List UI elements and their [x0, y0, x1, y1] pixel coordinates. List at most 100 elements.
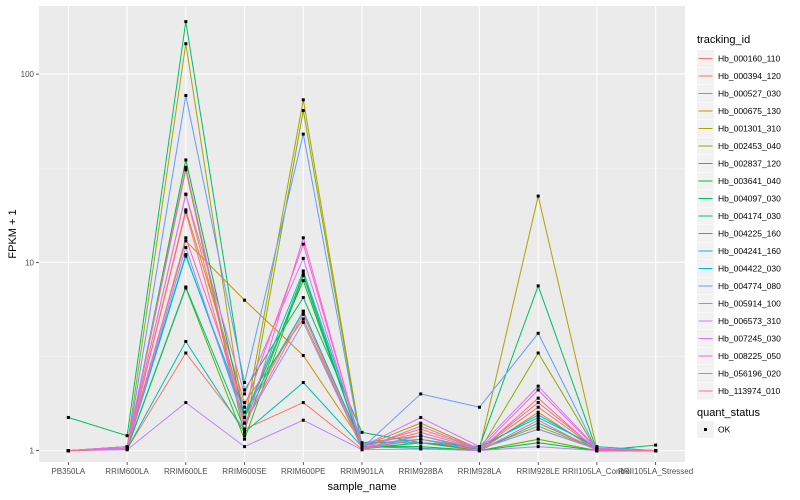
data-point	[243, 388, 247, 392]
data-point	[301, 354, 305, 358]
legend-item-label: Hb_004174_030	[718, 211, 781, 221]
y-axis-title: FPKM + 1	[7, 209, 19, 258]
data-point	[419, 447, 423, 451]
data-point	[536, 331, 540, 335]
data-point	[536, 351, 540, 355]
legend-item-label: Hb_000527_030	[718, 89, 781, 99]
data-point	[536, 437, 540, 441]
data-point	[184, 20, 188, 24]
data-point	[654, 449, 658, 453]
x-tick-label: PB350LA	[51, 467, 85, 476]
data-point	[184, 254, 188, 258]
data-point	[477, 447, 481, 451]
legend: tracking_id Hb_000160_110 Hb_000394_120 Hb…	[697, 34, 781, 400]
data-point	[301, 242, 305, 246]
data-point	[184, 192, 188, 196]
data-point	[184, 42, 188, 46]
x-tick-label: RRIM600SE	[222, 467, 266, 476]
data-point	[536, 284, 540, 288]
x-tick-label: RRIM600LA	[105, 467, 149, 476]
x-tick-label: RRIM600PE	[281, 467, 325, 476]
data-point	[419, 427, 423, 431]
data-point	[595, 445, 599, 449]
data-point	[360, 441, 364, 445]
data-point	[419, 441, 423, 445]
legend-item-label: Hb_004225_160	[718, 229, 781, 239]
data-point	[125, 434, 129, 438]
legend-item-label: Hb_004241_160	[718, 246, 781, 256]
data-point	[184, 165, 188, 169]
data-point	[419, 415, 423, 419]
data-point	[301, 109, 305, 113]
data-point	[184, 93, 188, 97]
data-point	[184, 168, 188, 172]
data-point	[536, 413, 540, 417]
legend-item-label: Hb_002837_120	[718, 159, 781, 169]
legend-item-label: Hb_007245_030	[718, 334, 781, 344]
data-point	[243, 381, 247, 385]
data-point	[184, 401, 188, 405]
data-point	[536, 424, 540, 428]
data-point	[536, 384, 540, 388]
data-point	[301, 256, 305, 260]
data-point	[301, 317, 305, 321]
data-point	[301, 269, 305, 273]
data-point	[184, 158, 188, 162]
data-point	[536, 445, 540, 449]
data-point	[654, 443, 658, 447]
x-tick-label: RRIM928BA	[398, 467, 443, 476]
data-point	[243, 437, 247, 441]
data-point	[243, 445, 247, 449]
legend-item-label: Hb_005914_100	[718, 299, 781, 309]
x-tick-label: RRIM600LE	[164, 467, 208, 476]
data-point	[243, 298, 247, 302]
data-point	[595, 447, 599, 451]
data-point	[477, 449, 481, 453]
data-point	[301, 312, 305, 316]
x-axis-title: sample_name	[327, 481, 396, 493]
data-point	[477, 445, 481, 449]
data-point	[360, 430, 364, 434]
data-point	[301, 98, 305, 102]
data-point	[477, 405, 481, 409]
legend-item-label: Hb_113974_010	[718, 386, 781, 396]
data-point	[243, 427, 247, 431]
data-point	[184, 239, 188, 243]
x-tick-label: RRII105LA_Control	[562, 467, 632, 476]
data-point	[595, 449, 599, 453]
legend-item-label: Hb_004097_030	[718, 194, 781, 204]
data-point	[301, 236, 305, 240]
data-point	[536, 441, 540, 445]
data-point	[184, 210, 188, 214]
data-point	[301, 296, 305, 300]
data-point	[536, 410, 540, 414]
legend2-key-point	[704, 428, 707, 431]
data-point	[184, 351, 188, 355]
data-point	[360, 447, 364, 451]
data-point	[301, 279, 305, 283]
data-point	[66, 415, 70, 419]
data-point	[419, 430, 423, 434]
data-point	[243, 415, 247, 419]
data-point	[419, 421, 423, 425]
x-axis: PB350LA RRIM600LA RRIM600LE RRIM600SE RRIM60…	[51, 462, 693, 476]
data-point	[536, 396, 540, 400]
data-point	[419, 392, 423, 396]
data-point	[419, 437, 423, 441]
legend-item-label: Hb_003641_040	[718, 176, 781, 186]
data-point	[301, 401, 305, 405]
y-tick-label: 100	[21, 70, 35, 79]
data-point	[125, 445, 129, 449]
data-point	[184, 245, 188, 249]
data-point	[419, 424, 423, 428]
data-point	[536, 418, 540, 422]
data-point	[536, 427, 540, 431]
data-point	[536, 405, 540, 409]
legend-item-label: Hb_056196_020	[718, 369, 781, 379]
data-point	[243, 434, 247, 438]
x-tick-label: RRIM901LA	[340, 467, 384, 476]
data-point	[243, 405, 247, 409]
data-point	[243, 401, 247, 405]
data-point	[301, 381, 305, 385]
